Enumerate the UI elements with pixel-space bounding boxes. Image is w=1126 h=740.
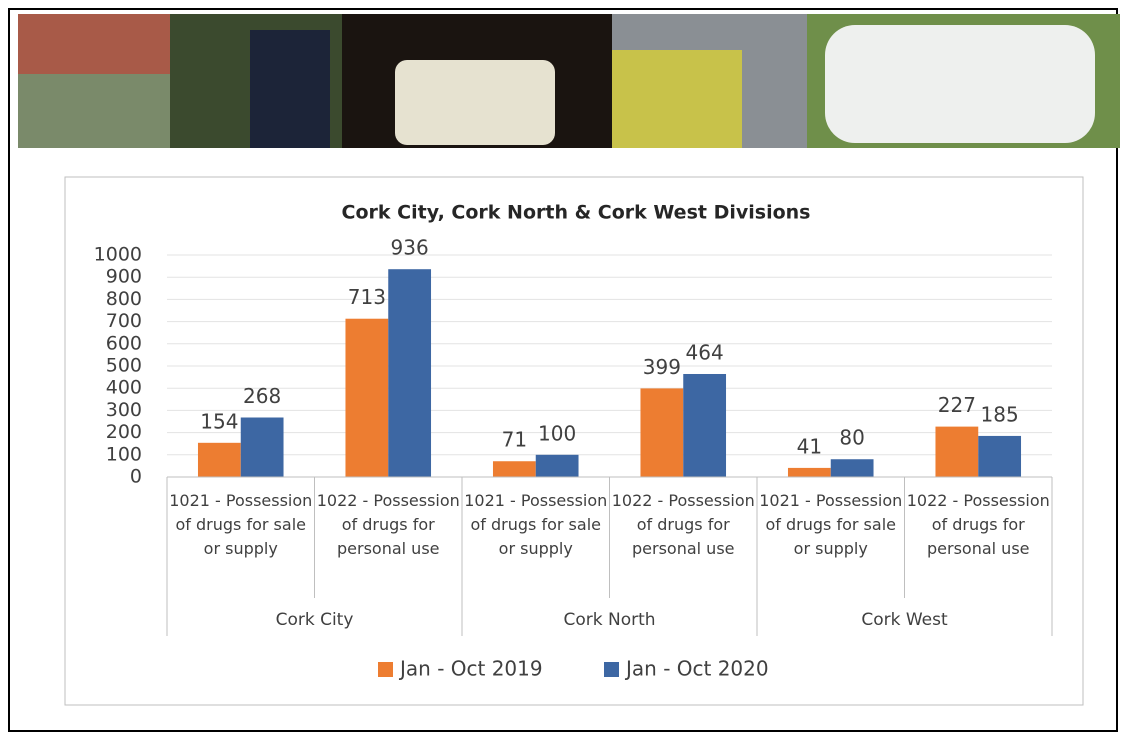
data-label: 41 [797,434,822,458]
photo [250,30,330,148]
group-label: Cork City [276,610,354,630]
data-label: 154 [200,409,238,433]
x-tick-label: 1021 - Possession of drugs for sale or s… [759,491,903,558]
y-tick-label: 0 [130,466,142,488]
data-label: 464 [686,340,724,364]
bar [492,461,536,477]
y-tick-label: 500 [106,355,142,377]
bar [787,467,831,477]
bar [197,442,241,477]
data-label: 268 [243,384,281,408]
chart-title: Cork City, Cork North & Cork West Divisi… [342,202,811,224]
group-label: Cork West [861,610,948,630]
x-tick-label-box: 1021 - Possession of drugs for sale or s… [169,491,313,558]
data-label: 936 [391,236,429,260]
y-tick-label: 100 [106,443,142,465]
x-tick-label: 1021 - Possession of drugs for sale or s… [464,491,608,558]
bar [978,435,1022,477]
bar [683,373,727,477]
y-tick-label: 400 [106,377,142,399]
y-tick-label: 800 [106,288,142,310]
data-label: 713 [348,285,386,309]
legend-swatch [378,662,393,677]
bar [388,269,432,477]
data-label: 71 [502,428,527,452]
legend-swatch [604,662,619,677]
x-tick-label-box: 1021 - Possession of drugs for sale or s… [759,491,903,558]
x-tick-label: 1022 - Possession of drugs for personal … [316,491,460,558]
y-tick-label: 600 [106,332,142,354]
x-tick-label: 1021 - Possession of drugs for sale or s… [169,491,313,558]
legend-label: Jan - Oct 2020 [624,657,769,681]
x-tick-label-box: 1022 - Possession of drugs for personal … [906,491,1050,558]
photo [18,14,170,74]
data-label: 185 [981,402,1019,426]
data-label: 399 [643,355,681,379]
y-tick-label: 300 [106,399,142,421]
y-tick-label: 1000 [94,244,142,266]
y-tick-label: 200 [106,421,142,443]
x-tick-label: 1022 - Possession of drugs for personal … [906,491,1050,558]
bar [240,417,284,477]
y-tick-label: 900 [106,266,142,288]
legend-label: Jan - Oct 2019 [398,657,543,681]
bar [535,454,579,477]
x-tick-label: 1022 - Possession of drugs for personal … [611,491,755,558]
y-tick-label: 700 [106,310,142,332]
photo [612,50,742,148]
data-label: 100 [538,421,576,445]
photo-strip [18,14,1120,148]
group-label: Cork North [563,610,655,630]
bar [935,426,979,477]
x-tick-label-box: 1022 - Possession of drugs for personal … [611,491,755,558]
data-label: 80 [839,426,864,450]
photo [395,60,555,145]
bar [640,388,684,477]
bar [345,318,389,477]
photo [825,25,1095,143]
x-tick-label-box: 1021 - Possession of drugs for sale or s… [464,491,608,558]
data-label: 227 [938,393,976,417]
chart-panel [64,176,1084,706]
bar [830,459,874,477]
x-tick-label-box: 1022 - Possession of drugs for personal … [316,491,460,558]
